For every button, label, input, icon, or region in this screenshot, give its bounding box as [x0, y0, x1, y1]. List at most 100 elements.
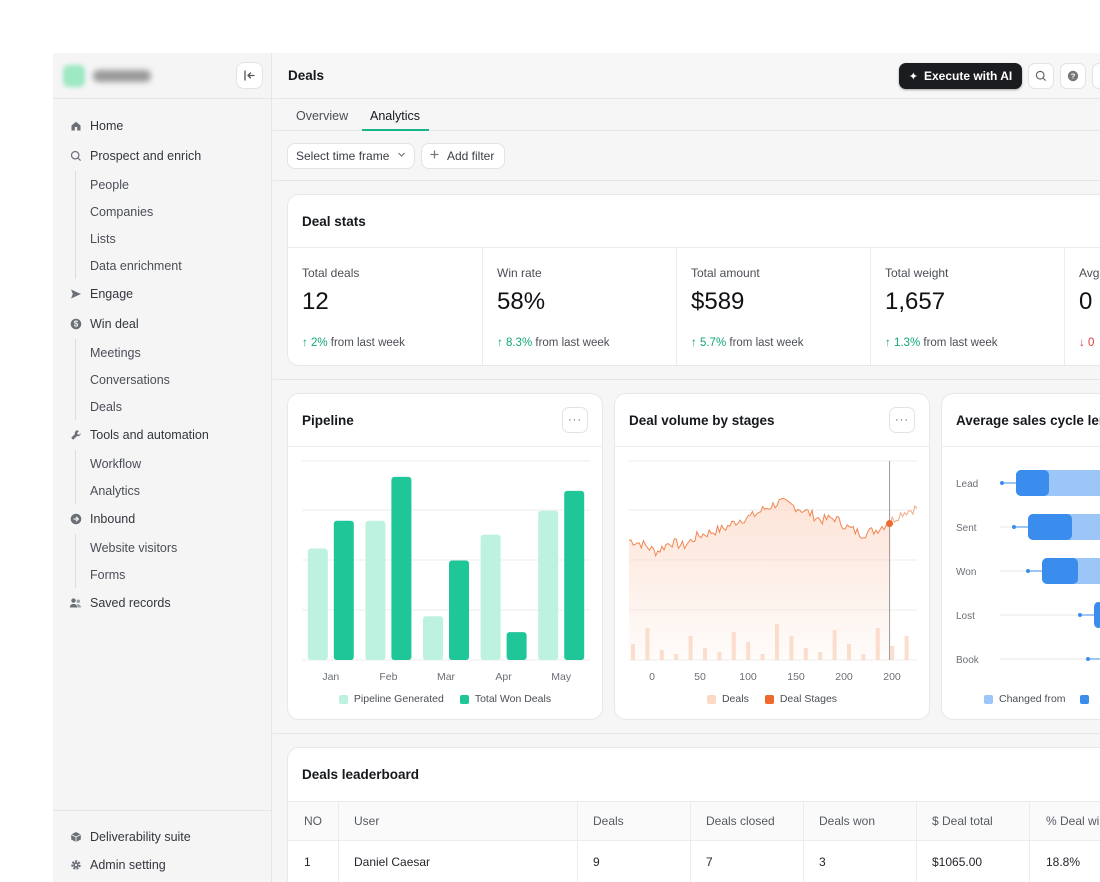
sidebar: Home Prospect and enrich People Companies Li… — [53, 53, 272, 882]
table-cell: 3 — [819, 855, 826, 869]
sidebar-item-conversations[interactable]: Conversations — [53, 366, 272, 393]
stat-change-value: 5.7% — [699, 337, 727, 349]
sidebar-item-home[interactable]: Home — [53, 111, 272, 141]
bar-total-won-deals-apr — [506, 632, 527, 660]
sidebar-item-saved-records[interactable]: Saved records — [53, 588, 272, 618]
sidebar-item-label: Meetings — [90, 345, 141, 360]
sidebar-item-deliverability-suite[interactable]: Deliverability suite — [53, 823, 272, 851]
deal-volume-more-button[interactable]: ··· — [889, 407, 915, 433]
table-cell: 7 — [706, 855, 713, 869]
column-divider — [1029, 801, 1030, 882]
time-frame-select[interactable]: Select time frame — [287, 143, 415, 169]
column-header-no[interactable]: NO — [304, 814, 322, 828]
stat-label: Total amount — [691, 266, 760, 280]
bar-pipeline-generated-feb — [365, 520, 386, 660]
sidebar-item-engage[interactable]: Engage — [53, 279, 272, 309]
search-icon — [69, 150, 82, 163]
x-tick-label: Jan — [322, 671, 339, 683]
sidebar-divider — [53, 810, 272, 811]
column-divider — [916, 801, 917, 882]
column-header-deals[interactable]: Deals — [593, 814, 624, 828]
x-tick-label: Feb — [379, 671, 397, 683]
execute-with-ai-button[interactable]: ✦ Execute with AI — [899, 63, 1022, 89]
bar-pipeline-generated-apr — [480, 534, 501, 660]
legend-item-changed-from: Changed from — [984, 693, 1066, 705]
x-tick-label: Apr — [495, 671, 512, 683]
sidebar-item-lists[interactable]: Lists — [53, 225, 272, 252]
page-title: Deals — [288, 68, 325, 83]
bar-series-2 — [1016, 470, 1049, 496]
sidebar-item-website-visitors[interactable]: Website visitors — [53, 534, 272, 561]
search-button[interactable] — [1028, 63, 1054, 89]
sidebar-nav: Home Prospect and enrich People Companies Li… — [53, 111, 272, 618]
sidebar-item-people[interactable]: People — [53, 171, 272, 198]
column-header-deals-won[interactable]: Deals won — [819, 814, 876, 828]
sidebar-item-workflow[interactable]: Workflow — [53, 450, 272, 477]
gear-icon — [69, 859, 82, 872]
stat-change: ↓ 0 — [1079, 337, 1094, 349]
legend-swatch — [459, 694, 469, 704]
sidebar-item-prospect-and-enrich[interactable]: Prospect and enrich — [53, 141, 272, 171]
box-icon — [69, 831, 82, 844]
stat-label: Avg. — [1079, 266, 1100, 280]
x-tick-label: 200 — [835, 671, 853, 683]
column-header-deal-wir[interactable]: % Deal wir — [1046, 814, 1100, 828]
workspace-switcher[interactable] — [63, 63, 151, 89]
sidebar-item-label: Analytics — [90, 483, 141, 498]
workspace-name — [93, 70, 151, 82]
stat-change-value: 1.3% — [893, 337, 921, 349]
more-header-button[interactable] — [1092, 63, 1100, 89]
sidebar-item-label: Workflow — [90, 456, 142, 471]
bar-pipeline-generated-may — [538, 510, 559, 660]
stat-label: Total weight — [885, 266, 949, 280]
category-label: Lost — [956, 611, 975, 622]
bar-series-2 — [1094, 602, 1100, 628]
card-divider — [942, 446, 1100, 447]
sidebar-item-label: Deals — [90, 399, 122, 414]
pipeline-more-button[interactable]: ··· — [562, 407, 588, 433]
legend-item-pipeline-generated: Pipeline Generated — [338, 693, 444, 705]
sidebar-item-win-deal[interactable]: $ Win deal — [53, 309, 272, 339]
bar-total-won-deals-may — [564, 490, 585, 660]
top-bar: Deals ✦ Execute with AI ? — [273, 53, 1100, 99]
card-divider — [615, 446, 929, 447]
stat-change-suffix: from last week — [729, 337, 804, 349]
column-header-deals-closed[interactable]: Deals closed — [706, 814, 775, 828]
sidebar-item-label: Website visitors — [90, 540, 178, 555]
sidebar-item-meetings[interactable]: Meetings — [53, 339, 272, 366]
sidebar-item-admin-setting[interactable]: Admin setting — [53, 851, 272, 879]
add-filter-button[interactable]: Add filter — [421, 143, 505, 169]
sales-cycle-title: Average sales cycle len — [956, 413, 1100, 428]
stat-total-weight: Total weight 1,657 ↑ 1.3% from last week — [870, 248, 1064, 365]
legend-swatch — [1079, 694, 1089, 704]
help-button[interactable]: ? — [1060, 63, 1086, 89]
sidebar-item-analytics[interactable]: Analytics — [53, 477, 272, 504]
category-label: Won — [956, 567, 976, 578]
sidebar-item-deals[interactable]: Deals — [53, 393, 272, 420]
column-header-deal-total[interactable]: $ Deal total — [932, 814, 993, 828]
sidebar-item-forms[interactable]: Forms — [53, 561, 272, 588]
sidebar-item-inbound[interactable]: Inbound — [53, 504, 272, 534]
collapse-sidebar-button[interactable] — [236, 62, 263, 89]
stat-change: ↑ 8.3% from last week — [497, 337, 610, 349]
legend-label: Deals — [721, 693, 749, 705]
sidebar-item-data-enrichment[interactable]: Data enrichment — [53, 252, 272, 279]
deal-bar — [904, 636, 909, 660]
stat-total-amount: Total amount $589 ↑ 5.7% from last week — [676, 248, 870, 365]
column-header-user[interactable]: User — [354, 814, 380, 828]
deal-bar — [890, 646, 895, 660]
deal-stats-card: Deal stats Total deals 12 ↑ 2% from last w… — [287, 194, 1100, 366]
deal-stats-title: Deal stats — [302, 214, 366, 229]
legend-item-deal-stages: Deal Stages — [764, 693, 837, 705]
table-cell: 1 — [304, 855, 311, 869]
table-cell: $1065.00 — [932, 855, 983, 869]
tab-analytics[interactable]: Analytics — [370, 109, 421, 123]
sidebar-item-tools-and-automation[interactable]: Tools and automation — [53, 420, 272, 450]
column-divider — [803, 801, 804, 882]
stat-change-value: 0 — [1087, 337, 1095, 349]
tab-overview[interactable]: Overview — [296, 109, 349, 123]
column-divider — [338, 801, 339, 882]
bar-pipeline-generated-mar — [423, 616, 443, 660]
bar-series-2 — [1028, 514, 1072, 540]
sidebar-item-companies[interactable]: Companies — [53, 198, 272, 225]
